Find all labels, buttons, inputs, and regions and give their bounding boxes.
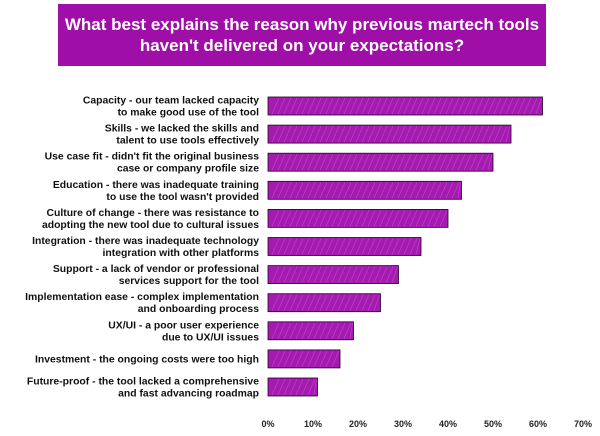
- chart-title-banner: What best explains the reason why previo…: [58, 4, 546, 66]
- bar-hatch: [271, 154, 493, 171]
- category-label-line: to use the tool wasn't provided: [106, 192, 259, 203]
- bar: [267, 377, 318, 397]
- bar-hatch: [271, 125, 511, 143]
- x-tick-label: 0%: [261, 419, 274, 429]
- bar: [267, 96, 543, 116]
- category-label: Support - a lack of vendor or profession…: [53, 264, 259, 287]
- category-label-line: and fast advancing roadmap: [118, 389, 259, 400]
- x-tick-label: 60%: [529, 419, 547, 429]
- category-label: UX/UI - a poor user experience due to UX/…: [108, 320, 259, 343]
- bar-hatch: [271, 97, 542, 115]
- category-label: Integration - there was inadequate techn…: [32, 236, 259, 259]
- category-label-line: due to UX/UI issues: [162, 332, 259, 343]
- x-tick-label: 30%: [394, 419, 412, 429]
- category-label: Use case fit - didn't fit the original b…: [45, 152, 260, 175]
- x-tick-label: 70%: [574, 419, 592, 429]
- category-label: Capacity - our team lacked capacity to ma…: [83, 96, 259, 119]
- category-label-line: Integration - there was inadequate techn…: [32, 236, 259, 247]
- category-label-line: adopting the new tool due to cultural is…: [42, 220, 259, 231]
- category-label: Implementation ease - complex implementa…: [25, 292, 259, 315]
- bar-hatch: [271, 350, 340, 368]
- bar-hatch: [271, 238, 421, 255]
- x-tick-label: 10%: [304, 419, 322, 429]
- category-label-line: Implementation ease - complex implementa…: [25, 292, 259, 303]
- category-label-line: Education - there was inadequate trainin…: [53, 180, 259, 191]
- bar-hatch: [271, 294, 380, 311]
- category-label: Education - there was inadequate trainin…: [53, 180, 259, 203]
- category-label-line: to make good use of the tool: [118, 108, 260, 119]
- category-label-line: services support for the tool: [119, 276, 259, 287]
- category-label-line: UX/UI - a poor user experience: [108, 320, 259, 331]
- category-label-line: Use case fit - didn't fit the original b…: [45, 152, 260, 163]
- category-label-line: integration with other platforms: [103, 248, 260, 259]
- bar: [267, 208, 449, 228]
- category-label-line: Capacity - our team lacked capacity: [83, 96, 259, 107]
- chart-title-line-2: haven't delivered on your expectations?: [139, 36, 465, 55]
- bar-hatch: [271, 322, 353, 339]
- category-label-line: Culture of change - there was resistance…: [47, 208, 260, 219]
- category-label-line: talent to use tools effectively: [116, 136, 259, 147]
- x-tick-label: 50%: [484, 419, 502, 429]
- x-tick-label: 20%: [349, 419, 367, 429]
- category-label: Future-proof - the tool lacked a compreh…: [27, 377, 259, 400]
- bar-hatch: [271, 266, 398, 283]
- chart-title-line-1: What best explains the reason why previo…: [64, 15, 540, 34]
- bar: [267, 237, 422, 256]
- category-label-line: Future-proof - the tool lacked a compreh…: [27, 377, 259, 388]
- category-label-line: Support - a lack of vendor or profession…: [53, 264, 259, 275]
- category-label: Investment - the ongoing costs were too …: [35, 354, 259, 365]
- bar: [267, 349, 341, 369]
- bar: [267, 180, 462, 200]
- category-label-line: case or company profile size: [117, 164, 259, 175]
- bar: [267, 152, 494, 172]
- bar: [267, 265, 399, 285]
- bar-hatch: [271, 210, 448, 227]
- x-tick-label: 40%: [439, 419, 457, 429]
- category-label-line: Investment - the ongoing costs were too …: [35, 354, 259, 365]
- bar: [267, 321, 354, 341]
- category-label-line: and onboarding process: [138, 304, 259, 315]
- bar-hatch: [271, 182, 461, 199]
- category-label: Skills - we lacked the skills and talent …: [105, 124, 259, 147]
- category-label: Culture of change - there was resistance…: [42, 208, 259, 231]
- bar-hatch: [271, 378, 317, 396]
- bar: [267, 293, 381, 313]
- category-label-line: Skills - we lacked the skills and: [105, 124, 259, 135]
